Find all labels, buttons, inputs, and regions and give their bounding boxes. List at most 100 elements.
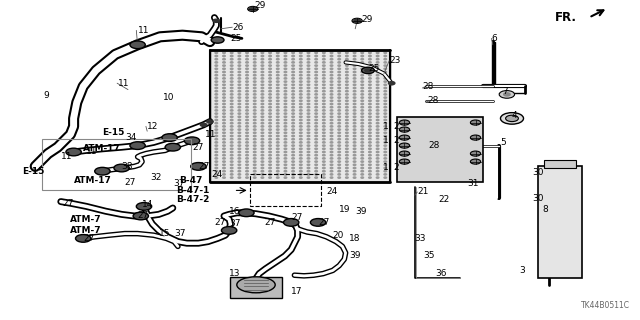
Text: 34: 34 [125, 133, 136, 142]
Circle shape [276, 126, 279, 127]
Circle shape [346, 155, 348, 156]
Circle shape [338, 116, 340, 117]
Bar [397, 117, 483, 182]
Circle shape [300, 81, 302, 82]
Circle shape [353, 158, 356, 159]
Circle shape [346, 177, 348, 178]
Circle shape [369, 132, 371, 133]
Circle shape [315, 81, 317, 82]
Circle shape [238, 110, 241, 111]
Circle shape [238, 116, 241, 117]
Circle shape [470, 151, 481, 156]
Circle shape [246, 129, 248, 130]
Circle shape [369, 94, 371, 95]
Circle shape [276, 167, 279, 169]
Circle shape [315, 167, 317, 169]
Text: 27: 27 [264, 218, 276, 227]
Circle shape [223, 116, 225, 117]
Circle shape [276, 151, 279, 153]
Circle shape [323, 171, 325, 172]
Circle shape [223, 62, 225, 63]
Circle shape [230, 84, 233, 85]
Circle shape [223, 100, 225, 101]
Circle shape [276, 81, 279, 82]
Circle shape [276, 94, 279, 95]
Circle shape [376, 164, 379, 165]
Circle shape [323, 164, 325, 165]
Circle shape [361, 68, 364, 69]
Circle shape [300, 123, 302, 124]
Text: 3: 3 [520, 266, 525, 275]
Circle shape [246, 132, 248, 133]
Circle shape [246, 158, 248, 159]
Circle shape [261, 171, 264, 172]
Circle shape [230, 65, 233, 66]
Circle shape [384, 151, 387, 153]
Circle shape [307, 100, 310, 101]
Circle shape [504, 93, 510, 96]
Circle shape [253, 177, 256, 178]
Circle shape [384, 145, 387, 146]
Circle shape [323, 81, 325, 82]
Circle shape [384, 59, 387, 60]
Circle shape [261, 123, 264, 124]
Circle shape [223, 171, 225, 172]
Circle shape [346, 94, 348, 95]
Text: 22: 22 [438, 196, 450, 204]
Circle shape [284, 65, 287, 66]
Ellipse shape [237, 277, 275, 293]
Circle shape [353, 52, 356, 53]
Circle shape [215, 62, 218, 63]
Circle shape [215, 71, 218, 73]
Circle shape [361, 148, 364, 149]
Circle shape [261, 135, 264, 137]
Circle shape [330, 135, 333, 137]
Circle shape [238, 177, 241, 178]
Text: 1: 1 [383, 136, 388, 145]
Circle shape [66, 148, 81, 156]
Text: 28: 28 [428, 96, 439, 105]
Circle shape [330, 87, 333, 89]
Text: 23: 23 [389, 56, 401, 65]
Circle shape [307, 148, 310, 149]
Circle shape [307, 87, 310, 89]
Circle shape [315, 171, 317, 172]
Circle shape [338, 55, 340, 57]
Circle shape [323, 68, 325, 69]
Circle shape [384, 94, 387, 95]
Circle shape [361, 91, 364, 92]
Circle shape [223, 94, 225, 95]
Circle shape [300, 142, 302, 143]
Circle shape [361, 84, 364, 85]
Circle shape [250, 7, 256, 11]
Circle shape [361, 126, 364, 127]
Circle shape [369, 59, 371, 60]
Circle shape [384, 65, 387, 66]
Circle shape [269, 81, 271, 82]
Circle shape [246, 145, 248, 146]
Circle shape [261, 116, 264, 117]
Circle shape [253, 52, 256, 53]
Circle shape [361, 135, 364, 137]
Circle shape [315, 161, 317, 162]
Circle shape [238, 129, 241, 130]
Circle shape [292, 142, 294, 143]
Circle shape [238, 91, 241, 92]
Circle shape [276, 59, 279, 60]
Circle shape [284, 94, 287, 95]
Circle shape [399, 159, 410, 164]
Circle shape [261, 151, 264, 153]
Circle shape [384, 174, 387, 175]
Circle shape [330, 113, 333, 114]
Circle shape [261, 71, 264, 73]
Circle shape [284, 132, 287, 133]
Circle shape [361, 97, 364, 98]
Circle shape [353, 71, 356, 73]
Circle shape [315, 75, 317, 76]
Circle shape [269, 171, 271, 172]
Circle shape [223, 78, 225, 79]
Circle shape [353, 171, 356, 172]
Circle shape [230, 132, 233, 133]
Circle shape [276, 139, 279, 140]
Circle shape [353, 148, 356, 149]
